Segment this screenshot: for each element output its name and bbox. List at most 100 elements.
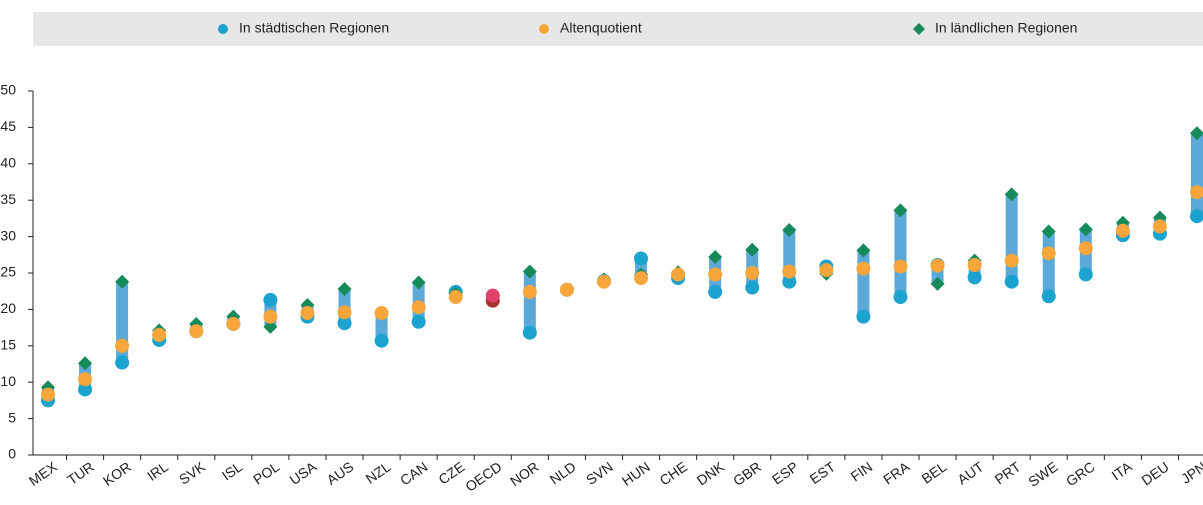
rural-marker (856, 243, 871, 258)
old-age-marker (189, 324, 204, 339)
range-bar (1005, 194, 1018, 282)
old-age-marker (41, 387, 55, 402)
x-tick-label: FIN (848, 458, 876, 484)
legend-label: In ländlichen Regionen (935, 20, 1077, 36)
y-tick-label: 5 (8, 409, 16, 425)
old-age-marker (930, 258, 945, 273)
x-tick-label: HUN (619, 458, 653, 489)
old-age-marker (522, 284, 537, 299)
urban-marker (115, 355, 130, 370)
old-age-marker (1152, 219, 1167, 234)
y-tick-label: 30 (0, 227, 16, 243)
y-tick-label: 15 (0, 337, 16, 353)
urban-marker (78, 382, 93, 397)
rural-marker (115, 274, 130, 289)
rural-marker (782, 223, 797, 238)
urban-marker (782, 274, 797, 289)
rural-marker (337, 282, 352, 297)
old-age-marker (300, 306, 315, 321)
old-age-marker (1115, 223, 1130, 238)
legend-label: In städtischen Regionen (239, 20, 389, 36)
x-tick-label: ISL (219, 458, 246, 483)
rural-marker (411, 275, 426, 290)
old-age-marker (485, 288, 500, 303)
old-age-marker (115, 338, 130, 353)
rural-marker (1041, 224, 1056, 239)
rural-marker (745, 242, 760, 257)
old-age-marker (374, 306, 389, 321)
x-tick-label: USA (287, 458, 320, 488)
x-tick-label: GRC (1063, 458, 1098, 489)
old-age-marker (263, 309, 278, 324)
urban-marker (411, 314, 426, 329)
x-tick-label: EST (807, 458, 839, 487)
range-bar (523, 271, 536, 333)
x-tick-label: MEX (26, 458, 61, 489)
x-tick-label: ESP (769, 458, 801, 487)
y-tick-label: 20 (0, 300, 16, 316)
range-bar (857, 250, 870, 317)
urban-marker (745, 280, 760, 295)
old-age-marker (1004, 253, 1019, 268)
rural-marker (1004, 187, 1019, 202)
rural-marker (893, 203, 908, 218)
urban-marker (1041, 289, 1056, 304)
old-age-marker (856, 261, 871, 276)
urban-marker (634, 251, 649, 266)
urban-marker (1190, 209, 1203, 224)
old-age-marker (967, 257, 982, 272)
x-tick-label: TUR (64, 458, 97, 488)
urban-marker (337, 316, 352, 331)
y-tick-label: 40 (0, 155, 16, 171)
old-age-marker (671, 267, 686, 282)
urban-marker (856, 309, 871, 324)
y-tick-label: 45 (0, 118, 16, 134)
range-bar (1042, 231, 1055, 297)
rural-marker (522, 264, 537, 279)
range-bar (1191, 133, 1203, 217)
x-tick-label: AUT (954, 458, 986, 487)
urban-marker (1078, 267, 1093, 282)
legend-label: Altenquotient (560, 20, 642, 36)
urban-marker (967, 270, 982, 285)
x-tick-label: BEL (919, 458, 950, 486)
old-age-marker (337, 305, 352, 320)
x-tick-label: ITA (1109, 458, 1136, 483)
x-tick-label: NOR (507, 458, 542, 489)
range-bar (894, 210, 907, 298)
x-tick-label: DNK (694, 458, 728, 488)
urban-marker (374, 333, 389, 348)
old-age-marker (893, 259, 908, 274)
old-age-marker (539, 24, 549, 34)
old-age-marker (1041, 246, 1056, 261)
y-tick-label: 0 (8, 446, 16, 462)
old-age-marker (152, 327, 167, 342)
urban-marker (708, 284, 723, 299)
x-tick-label: SVK (176, 458, 209, 488)
x-tick-label: NLD (547, 458, 579, 487)
x-tick-label: POL (250, 458, 282, 487)
x-tick-label: CAN (397, 458, 430, 488)
old-age-marker (819, 263, 834, 278)
old-age-marker (1190, 185, 1203, 200)
x-tick-label: PRT (992, 458, 1024, 487)
y-tick-label: 35 (0, 191, 16, 207)
old-age-marker (448, 290, 463, 305)
urban-marker (263, 292, 278, 307)
old-age-marker (78, 372, 93, 387)
x-tick-label: IRL (144, 458, 171, 484)
x-tick-label: DEU (1138, 458, 1171, 488)
x-tick-label: KOR (100, 458, 134, 489)
x-tick-label: OECD (462, 458, 504, 494)
rural-marker (78, 356, 93, 371)
range-bar (375, 313, 388, 341)
urban-marker (893, 290, 908, 305)
old-age-marker (708, 267, 723, 282)
range-bar (116, 281, 129, 363)
x-tick-label: NZL (363, 458, 394, 486)
old-age-marker (745, 266, 760, 280)
rural-marker (913, 23, 925, 35)
x-tick-label: CHE (657, 458, 690, 488)
old-age-marker (559, 282, 574, 297)
